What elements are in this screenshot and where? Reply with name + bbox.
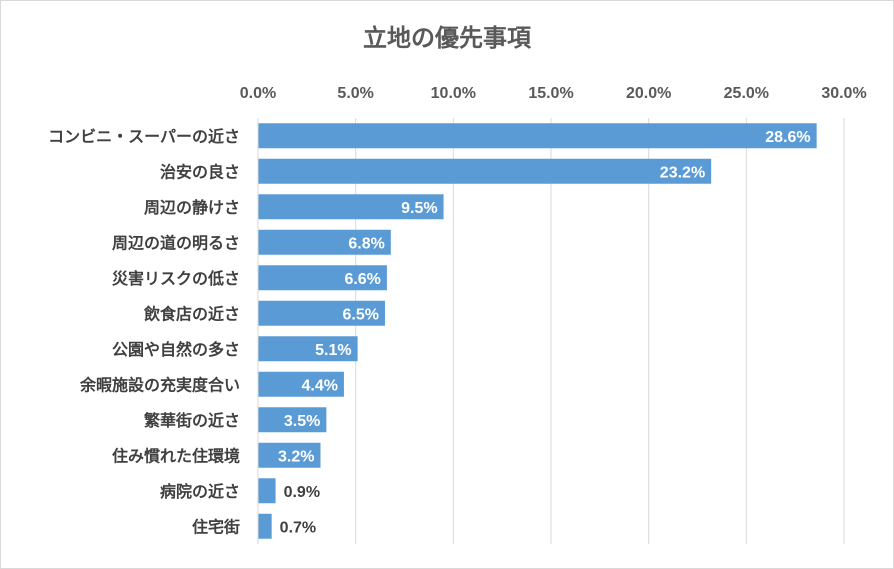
data-label: 3.2% [278,448,314,465]
x-tick-label: 20.0% [626,85,671,102]
category-label: 繁華街の近さ [143,411,240,430]
data-label: 0.9% [284,484,320,501]
bar [258,513,272,539]
data-label: 4.4% [301,377,337,394]
bar [258,229,391,255]
category-label: 余暇施設の充実度合い [79,375,240,394]
data-label: 6.8% [348,235,384,252]
x-tick-label: 10.0% [431,85,476,102]
bar [258,300,385,326]
data-label: 3.5% [284,413,320,430]
category-label: 住宅街 [192,517,240,536]
bar [258,158,712,184]
category-label: 治安の良さ [160,162,240,181]
category-label: 飲食店の近さ [143,304,240,323]
bar [258,407,327,433]
category-label: コンビニ・スーパーの近さ [48,127,240,146]
x-tick-label: 0.0% [240,85,276,102]
bar [258,442,321,468]
data-label: 23.2% [660,164,705,181]
bar [258,336,358,362]
data-label: 6.5% [342,306,378,323]
category-label: 病院の近さ [160,482,240,501]
bar [258,371,344,397]
data-label: 5.1% [315,342,351,359]
bar [258,478,276,504]
category-label: 周辺の道の明るさ [112,233,240,252]
data-label: 9.5% [401,200,437,217]
x-tick-label: 15.0% [528,85,573,102]
data-label: 6.6% [344,271,380,288]
bar [258,265,387,291]
bar [258,194,444,220]
x-tick-label: 30.0% [821,85,866,102]
category-label: 公園や自然の多さ [112,340,240,359]
bar [258,123,817,149]
category-label: 災害リスクの低さ [112,269,240,288]
category-label: 周辺の静けさ [144,198,240,217]
category-label: 住み慣れた住環境 [112,446,240,465]
x-tick-label: 25.0% [724,85,769,102]
x-tick-label: 5.0% [337,85,373,102]
chart-title: 立地の優先事項 [363,24,531,52]
data-label: 0.7% [280,519,316,536]
data-label: 28.6% [765,129,810,146]
